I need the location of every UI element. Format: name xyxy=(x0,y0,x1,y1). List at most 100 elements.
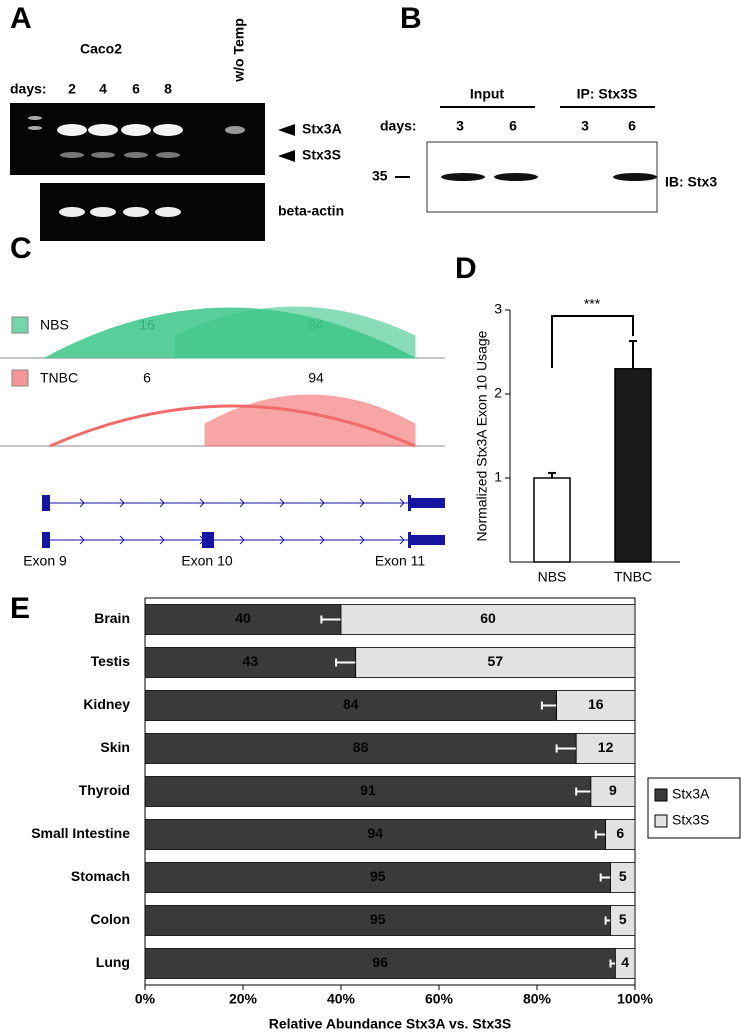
chevron xyxy=(119,535,125,545)
ladder xyxy=(28,116,42,120)
data-label: 88 xyxy=(353,739,369,755)
x-tick-label: 40% xyxy=(327,991,356,1007)
days-label: days: xyxy=(10,81,47,97)
bar-segment xyxy=(144,905,611,936)
data-label: 94 xyxy=(368,825,384,841)
y-tick-label: Brain xyxy=(94,610,130,626)
chevron xyxy=(359,498,365,508)
x-tick-label: 80% xyxy=(523,991,552,1007)
legend-swatch xyxy=(654,814,668,828)
data-label: 96 xyxy=(372,954,388,970)
band xyxy=(225,126,245,134)
bar-segment xyxy=(605,819,636,850)
chevron xyxy=(319,535,325,545)
legend-swatch xyxy=(11,369,29,387)
chevron xyxy=(399,535,405,545)
band xyxy=(613,173,657,181)
cell-line: Caco2 xyxy=(80,41,122,57)
band xyxy=(124,152,148,158)
exon xyxy=(411,535,445,545)
y-tick-label: Testis xyxy=(91,653,131,669)
chevron xyxy=(79,498,85,508)
bar-segment xyxy=(144,776,592,807)
bar xyxy=(533,477,571,563)
bar-segment xyxy=(144,862,611,893)
data-label: 16 xyxy=(588,696,604,712)
band xyxy=(441,173,485,181)
legend-label: Stx3S xyxy=(672,812,709,828)
panel-label: E xyxy=(10,592,30,625)
x-tick-label: 100% xyxy=(617,991,653,1007)
day: 6 xyxy=(509,118,517,134)
data-label: 6 xyxy=(616,825,624,841)
x-tick-label: NBS xyxy=(538,569,567,585)
y-tick-label: Skin xyxy=(100,739,130,755)
bar-segment xyxy=(615,948,636,979)
exon-label: Exon 11 xyxy=(375,553,426,569)
data-label: 40 xyxy=(235,610,251,626)
y-tick-label: 1 xyxy=(494,469,502,485)
y-tick-label: 2 xyxy=(494,385,502,401)
band xyxy=(57,124,87,136)
legend-swatch xyxy=(654,788,668,802)
chevron xyxy=(359,535,365,545)
chevron xyxy=(279,498,285,508)
data-label: 57 xyxy=(488,653,504,669)
arrowhead xyxy=(278,150,295,162)
band xyxy=(60,152,84,158)
data-label: 95 xyxy=(370,911,386,927)
chevron xyxy=(399,498,405,508)
y-tick-label: 3 xyxy=(494,301,502,317)
band xyxy=(121,124,151,136)
junction-value: 94 xyxy=(308,370,324,386)
chevron xyxy=(319,498,325,508)
bar-segment xyxy=(340,604,636,635)
bar-segment xyxy=(610,862,636,893)
chevron xyxy=(199,498,205,508)
chevron xyxy=(119,498,125,508)
bar xyxy=(614,368,652,563)
junction-arc xyxy=(204,394,416,447)
day: 8 xyxy=(164,81,172,97)
track-name: NBS xyxy=(40,317,69,333)
day: 2 xyxy=(68,81,76,97)
y-tick-label: Stomach xyxy=(71,868,130,884)
day: 3 xyxy=(581,118,589,134)
day: 4 xyxy=(99,81,107,97)
group-label: Input xyxy=(470,86,505,102)
junction-value: 6 xyxy=(143,370,151,386)
exon-label: Exon 10 xyxy=(181,553,233,569)
exon-label: Exon 9 xyxy=(23,553,67,569)
band xyxy=(90,207,116,217)
y-axis-label: Normalized Stx3A Exon 10 Usage xyxy=(474,330,490,541)
bar-segment xyxy=(144,733,577,764)
chevron xyxy=(159,498,165,508)
x-tick-label: 0% xyxy=(135,991,156,1007)
band-label: Stx3S xyxy=(302,147,341,163)
significance-bracket xyxy=(551,315,634,368)
ladder xyxy=(28,126,42,130)
bar-segment xyxy=(610,905,636,936)
bar-segment xyxy=(144,819,607,850)
legend-box xyxy=(647,777,741,839)
data-label: 12 xyxy=(598,739,614,755)
y-tick-label: Small Intestine xyxy=(31,825,130,841)
data-label: 95 xyxy=(370,868,386,884)
band xyxy=(494,173,538,181)
band xyxy=(153,124,183,136)
data-label: 9 xyxy=(609,782,617,798)
band xyxy=(156,152,180,158)
day: 6 xyxy=(132,81,140,97)
chevron xyxy=(239,535,245,545)
bar-segment xyxy=(590,776,636,807)
chevron xyxy=(239,498,245,508)
exon xyxy=(42,532,50,548)
legend-label: Stx3A xyxy=(672,786,710,802)
exon xyxy=(408,532,411,548)
exon xyxy=(202,532,214,548)
exon xyxy=(42,495,50,511)
y-tick-label: Lung xyxy=(96,954,130,970)
data-label: 84 xyxy=(343,696,359,712)
x-tick-label: TNBC xyxy=(614,569,652,585)
